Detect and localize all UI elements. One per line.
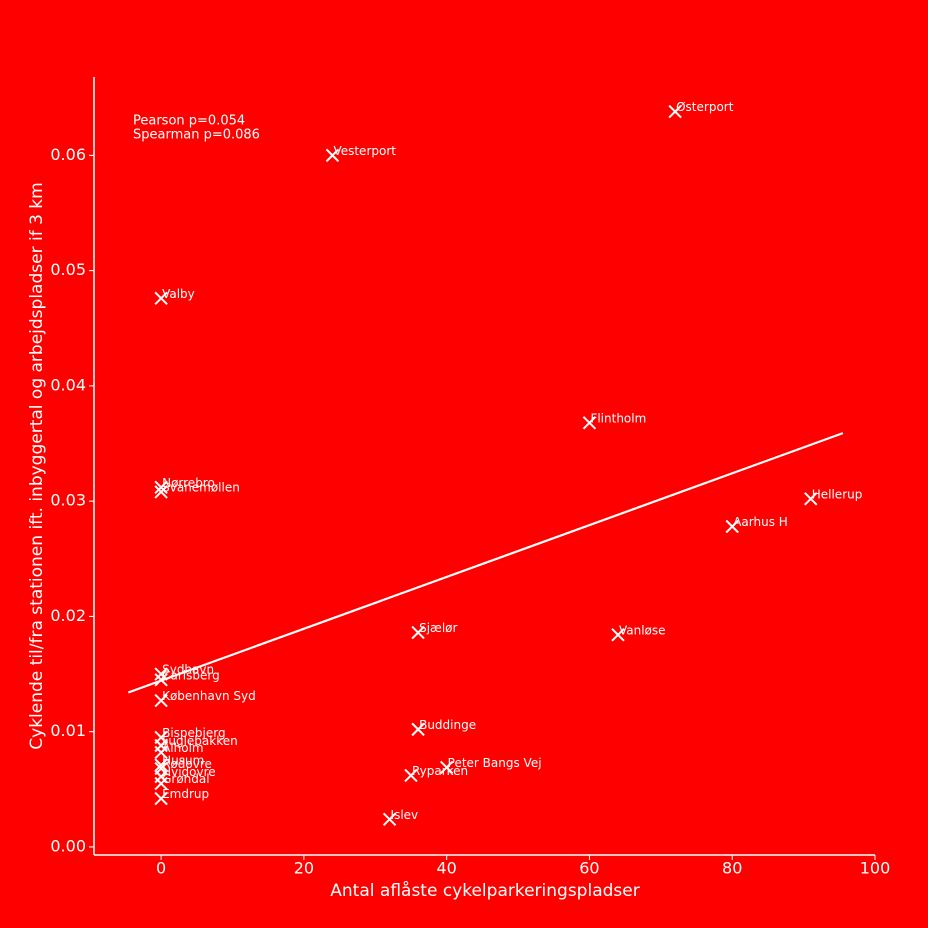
point-label: Hvidovre: [162, 765, 216, 779]
point-label: Emdrup: [162, 787, 209, 801]
point-label: Bispebjerg: [162, 726, 226, 740]
point: [154, 693, 168, 708]
x-tick-label: 40: [436, 859, 456, 878]
point-label: Islev: [391, 808, 419, 822]
point: [154, 745, 168, 760]
y-tick-label: 0.00: [50, 836, 86, 855]
point: [154, 667, 168, 681]
x-tick-label: 20: [294, 859, 314, 878]
point: [439, 760, 454, 775]
point: [154, 791, 168, 806]
point: [154, 291, 168, 306]
point: [154, 480, 168, 495]
y-axis-label: Cyklende til/fra stationen ift. inbygger…: [27, 182, 47, 749]
point-label: Aarhus H: [733, 515, 788, 529]
point: [154, 776, 168, 791]
point-label: Ålholm: [162, 740, 204, 755]
point: [154, 485, 168, 499]
point: [325, 148, 340, 163]
point: [582, 416, 597, 430]
trend-line: [127, 432, 844, 694]
point-label: Sydhavn: [162, 663, 214, 677]
point-label: Buddinge: [419, 718, 476, 732]
point-label: Flintholm: [590, 411, 646, 425]
point: [668, 104, 682, 119]
y-tick-label: 0.01: [50, 721, 86, 740]
point-label: Vanløse: [619, 623, 666, 637]
point: [411, 722, 425, 737]
point: [411, 625, 425, 640]
point-label: Hellerup: [812, 487, 863, 501]
x-axis-label: Antal aflåste cykelparkeringspladser: [330, 880, 639, 901]
x-tick-label: 60: [579, 859, 599, 878]
point: [382, 812, 397, 826]
point: [404, 768, 418, 783]
point-label: Vesterport: [333, 144, 396, 158]
point: [611, 628, 625, 642]
y-tick-label: 0.02: [50, 606, 86, 625]
y-tick-label: 0.06: [50, 145, 86, 164]
point: [154, 673, 168, 687]
point-label: Fuglebakken: [162, 734, 238, 748]
point-label: Carlsberg: [162, 668, 220, 682]
annotation: Spearman p=0.086: [133, 128, 260, 143]
point-label: Østerport: [676, 100, 734, 114]
point-label: Husum: [162, 754, 204, 768]
y-tick-label: 0.03: [50, 491, 86, 510]
point: [725, 519, 739, 534]
point-label: København Syd: [162, 689, 256, 703]
annotation: Pearson p=0.054: [133, 114, 245, 129]
x-tick-label: 0: [156, 859, 166, 878]
point-label: Nørrebro: [162, 476, 215, 490]
point: [154, 758, 168, 772]
point-label: Peter Bangs Vej: [448, 756, 542, 770]
x-tick-label: 80: [722, 859, 742, 878]
x-tick-label: 100: [860, 859, 891, 878]
point-label: Rødovre: [162, 757, 212, 771]
point-label: Sjælør: [419, 621, 457, 635]
point-label: Svanemøllen: [162, 480, 240, 494]
point-label: Valby: [162, 287, 195, 301]
point: [804, 492, 818, 506]
y-tick-label: 0.05: [50, 260, 86, 279]
point-label: Ryparken: [412, 764, 468, 778]
point-label: Grøndal: [162, 772, 209, 786]
y-tick-label: 0.04: [50, 375, 86, 394]
